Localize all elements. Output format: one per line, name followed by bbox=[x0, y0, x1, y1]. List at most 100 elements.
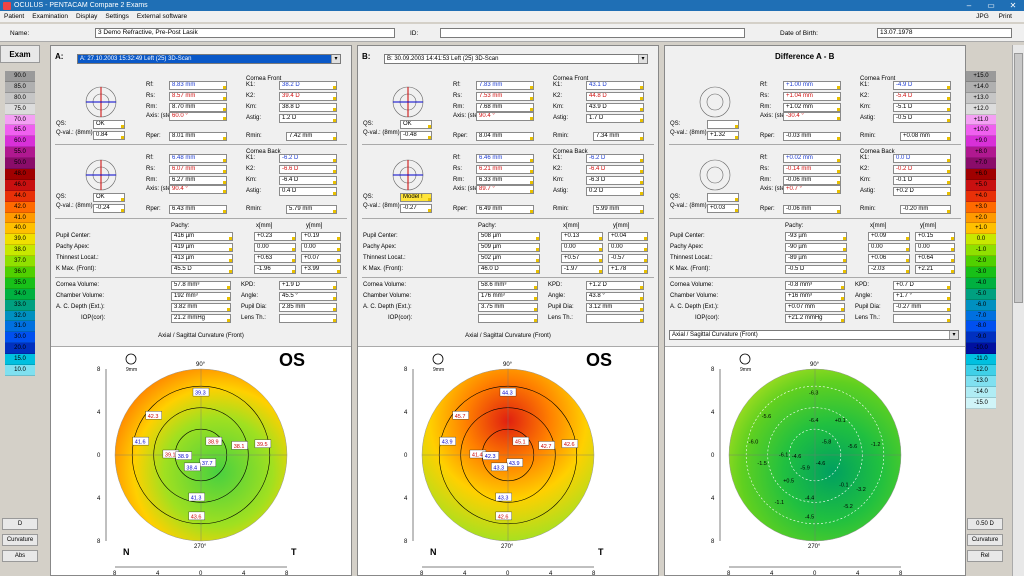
pachy-row-value[interactable]: 502 µm bbox=[478, 254, 540, 263]
value-km[interactable]: -0.1 D bbox=[893, 176, 951, 185]
value-qs[interactable] bbox=[707, 120, 739, 129]
value-iop[interactable]: +21.2 mmHg bbox=[785, 314, 845, 323]
rel-button[interactable]: Rel bbox=[967, 550, 1003, 562]
value-astig[interactable]: -0.5 D bbox=[893, 114, 951, 123]
pachy-row-x[interactable]: -2.03 bbox=[868, 265, 910, 274]
value-chv[interactable]: 192 mm³ bbox=[171, 292, 231, 301]
value-angle[interactable]: +1.7 ° bbox=[893, 292, 951, 301]
value-k2[interactable]: -0.2 D bbox=[893, 165, 951, 174]
value-rm[interactable]: 8.70 mm bbox=[169, 103, 227, 112]
value-rs[interactable]: 8.57 mm bbox=[169, 92, 227, 101]
value-rmin[interactable]: 5.79 mm bbox=[286, 205, 337, 214]
value-rf[interactable]: 6.46 mm bbox=[476, 154, 534, 163]
value-qs[interactable]: OK bbox=[93, 193, 125, 202]
value-kpd[interactable]: +1.2 D bbox=[586, 281, 644, 290]
value-astig[interactable]: 1.7 D bbox=[586, 114, 644, 123]
value-k1[interactable]: -4.9 D bbox=[893, 81, 951, 90]
pachy-row-y[interactable]: 0.00 bbox=[301, 243, 341, 252]
value-rf[interactable]: 6.48 mm bbox=[169, 154, 227, 163]
curvature-diff-button[interactable]: Curvature bbox=[967, 534, 1003, 546]
value-k2[interactable]: -5.4 D bbox=[893, 92, 951, 101]
value-rmin[interactable]: 7.42 mm bbox=[286, 132, 337, 141]
id-field[interactable] bbox=[440, 28, 745, 38]
value-chv[interactable]: +16 mm³ bbox=[785, 292, 845, 301]
exam-select[interactable]: A: 27.10.2003 15:32:49 Left (25) 3D-Scan… bbox=[77, 54, 341, 64]
value-qval[interactable]: 0.84 bbox=[93, 131, 125, 140]
menu-settings[interactable]: Settings bbox=[105, 13, 129, 20]
pachy-row-value[interactable]: 509 µm bbox=[478, 243, 540, 252]
value-astig[interactable]: +0.2 D bbox=[893, 187, 951, 196]
value-pdia[interactable]: 2.85 mm bbox=[279, 303, 337, 312]
value-qval[interactable]: +0.03 bbox=[707, 204, 739, 213]
menu-patient[interactable]: Patient bbox=[4, 13, 25, 20]
value-rs[interactable]: 6.07 mm bbox=[169, 165, 227, 174]
pachy-row-x[interactable]: 0.00 bbox=[561, 243, 603, 252]
value-acd[interactable]: +0.07 mm bbox=[785, 303, 845, 312]
dob-field[interactable]: 13.07.1978 bbox=[877, 28, 1012, 38]
pachy-row-y[interactable]: +0.64 bbox=[915, 254, 955, 263]
value-km[interactable]: -6.3 D bbox=[586, 176, 644, 185]
value-axis[interactable]: 89.7 ° bbox=[476, 185, 534, 194]
value-k2[interactable]: -6.4 D bbox=[586, 165, 644, 174]
pachy-row-y[interactable]: -0.57 bbox=[608, 254, 648, 263]
pachy-row-y[interactable]: +1.78 bbox=[608, 265, 648, 274]
value-axis[interactable]: 90.4 ° bbox=[169, 185, 227, 194]
value-rper[interactable]: -0.06 mm bbox=[783, 205, 841, 214]
value-rs[interactable]: 6.21 mm bbox=[476, 165, 534, 174]
value-axis[interactable]: 60.0 ° bbox=[169, 112, 227, 121]
pachy-row-x[interactable]: +0.06 bbox=[868, 254, 910, 263]
value-rm[interactable]: 6.27 mm bbox=[169, 176, 227, 185]
pachy-row-value[interactable]: 419 µm bbox=[171, 243, 233, 252]
pachy-row-x[interactable]: +0.09 bbox=[868, 232, 910, 241]
value-qval[interactable]: -0.27 bbox=[400, 204, 432, 213]
value-astig[interactable]: 0.2 D bbox=[586, 187, 644, 196]
value-k1[interactable]: 38.2 D bbox=[279, 81, 337, 90]
value-rmin[interactable]: 5.99 mm bbox=[593, 205, 644, 214]
menu-display[interactable]: Display bbox=[76, 13, 98, 20]
value-rf[interactable]: 7.83 mm bbox=[476, 81, 534, 90]
value-rper[interactable]: -0.03 mm bbox=[783, 132, 841, 141]
value-qs[interactable] bbox=[707, 193, 739, 202]
value-cv[interactable]: 58.6 mm³ bbox=[478, 281, 538, 290]
value-km[interactable]: -5.1 D bbox=[893, 103, 951, 112]
scrollbar-thumb[interactable] bbox=[1014, 53, 1023, 303]
value-axis[interactable]: -30.4 ° bbox=[783, 112, 841, 121]
value-rmin[interactable]: -0.20 mm bbox=[900, 205, 951, 214]
step-button[interactable]: 0.50 D bbox=[967, 518, 1003, 530]
value-qval[interactable]: +1.32 bbox=[707, 131, 739, 140]
value-rmin[interactable]: 7.34 mm bbox=[593, 132, 644, 141]
value-qval[interactable]: -0.48 bbox=[400, 131, 432, 140]
value-angle[interactable]: 45.5 ° bbox=[279, 292, 337, 301]
minimize-button[interactable]: – bbox=[966, 1, 972, 10]
pachy-row-x[interactable]: 0.00 bbox=[868, 243, 910, 252]
value-pdia[interactable]: -0.27 mm bbox=[893, 303, 951, 312]
value-rm[interactable]: 6.33 mm bbox=[476, 176, 534, 185]
value-km[interactable]: 43.9 D bbox=[586, 103, 644, 112]
pachy-row-value[interactable]: 508 µm bbox=[478, 232, 540, 241]
value-pdia[interactable]: 3.12 mm bbox=[586, 303, 644, 312]
value-k1[interactable]: 43.1 D bbox=[586, 81, 644, 90]
value-rm[interactable]: +1.02 mm bbox=[783, 103, 841, 112]
value-k1[interactable]: -6.2 D bbox=[586, 154, 644, 163]
value-rf[interactable]: 8.83 mm bbox=[169, 81, 227, 90]
pachy-row-y[interactable]: +2.21 bbox=[915, 265, 955, 274]
value-chv[interactable]: 176 mm³ bbox=[478, 292, 538, 301]
pachy-row-x[interactable]: +0.23 bbox=[254, 232, 296, 241]
pachy-row-x[interactable]: -1.97 bbox=[561, 265, 603, 274]
pachy-row-x[interactable]: -1.96 bbox=[254, 265, 296, 274]
name-field[interactable]: 3 Demo Refractive, Pre-Post Lasik bbox=[95, 28, 395, 38]
value-qval[interactable]: -0.24 bbox=[93, 204, 125, 213]
value-kpd[interactable]: +0.7 D bbox=[893, 281, 951, 290]
value-acd[interactable]: 3.75 mm bbox=[478, 303, 538, 312]
menu-external-software[interactable]: External software bbox=[136, 13, 188, 20]
dropdown-arrow-icon[interactable]: ▾ bbox=[638, 55, 647, 63]
pachy-row-value[interactable]: 413 µm bbox=[171, 254, 233, 263]
pachy-row-y[interactable]: 0.00 bbox=[608, 243, 648, 252]
value-qs[interactable]: OK bbox=[400, 120, 432, 129]
value-k2[interactable]: 39.4 D bbox=[279, 92, 337, 101]
dropdown-arrow-icon[interactable]: ▾ bbox=[949, 331, 958, 339]
value-k1[interactable]: 0.0 D bbox=[893, 154, 951, 163]
value-kpd[interactable]: +1.9 D bbox=[279, 281, 337, 290]
pachy-row-y[interactable]: +0.19 bbox=[301, 232, 341, 241]
unit-button[interactable]: D bbox=[2, 518, 38, 530]
